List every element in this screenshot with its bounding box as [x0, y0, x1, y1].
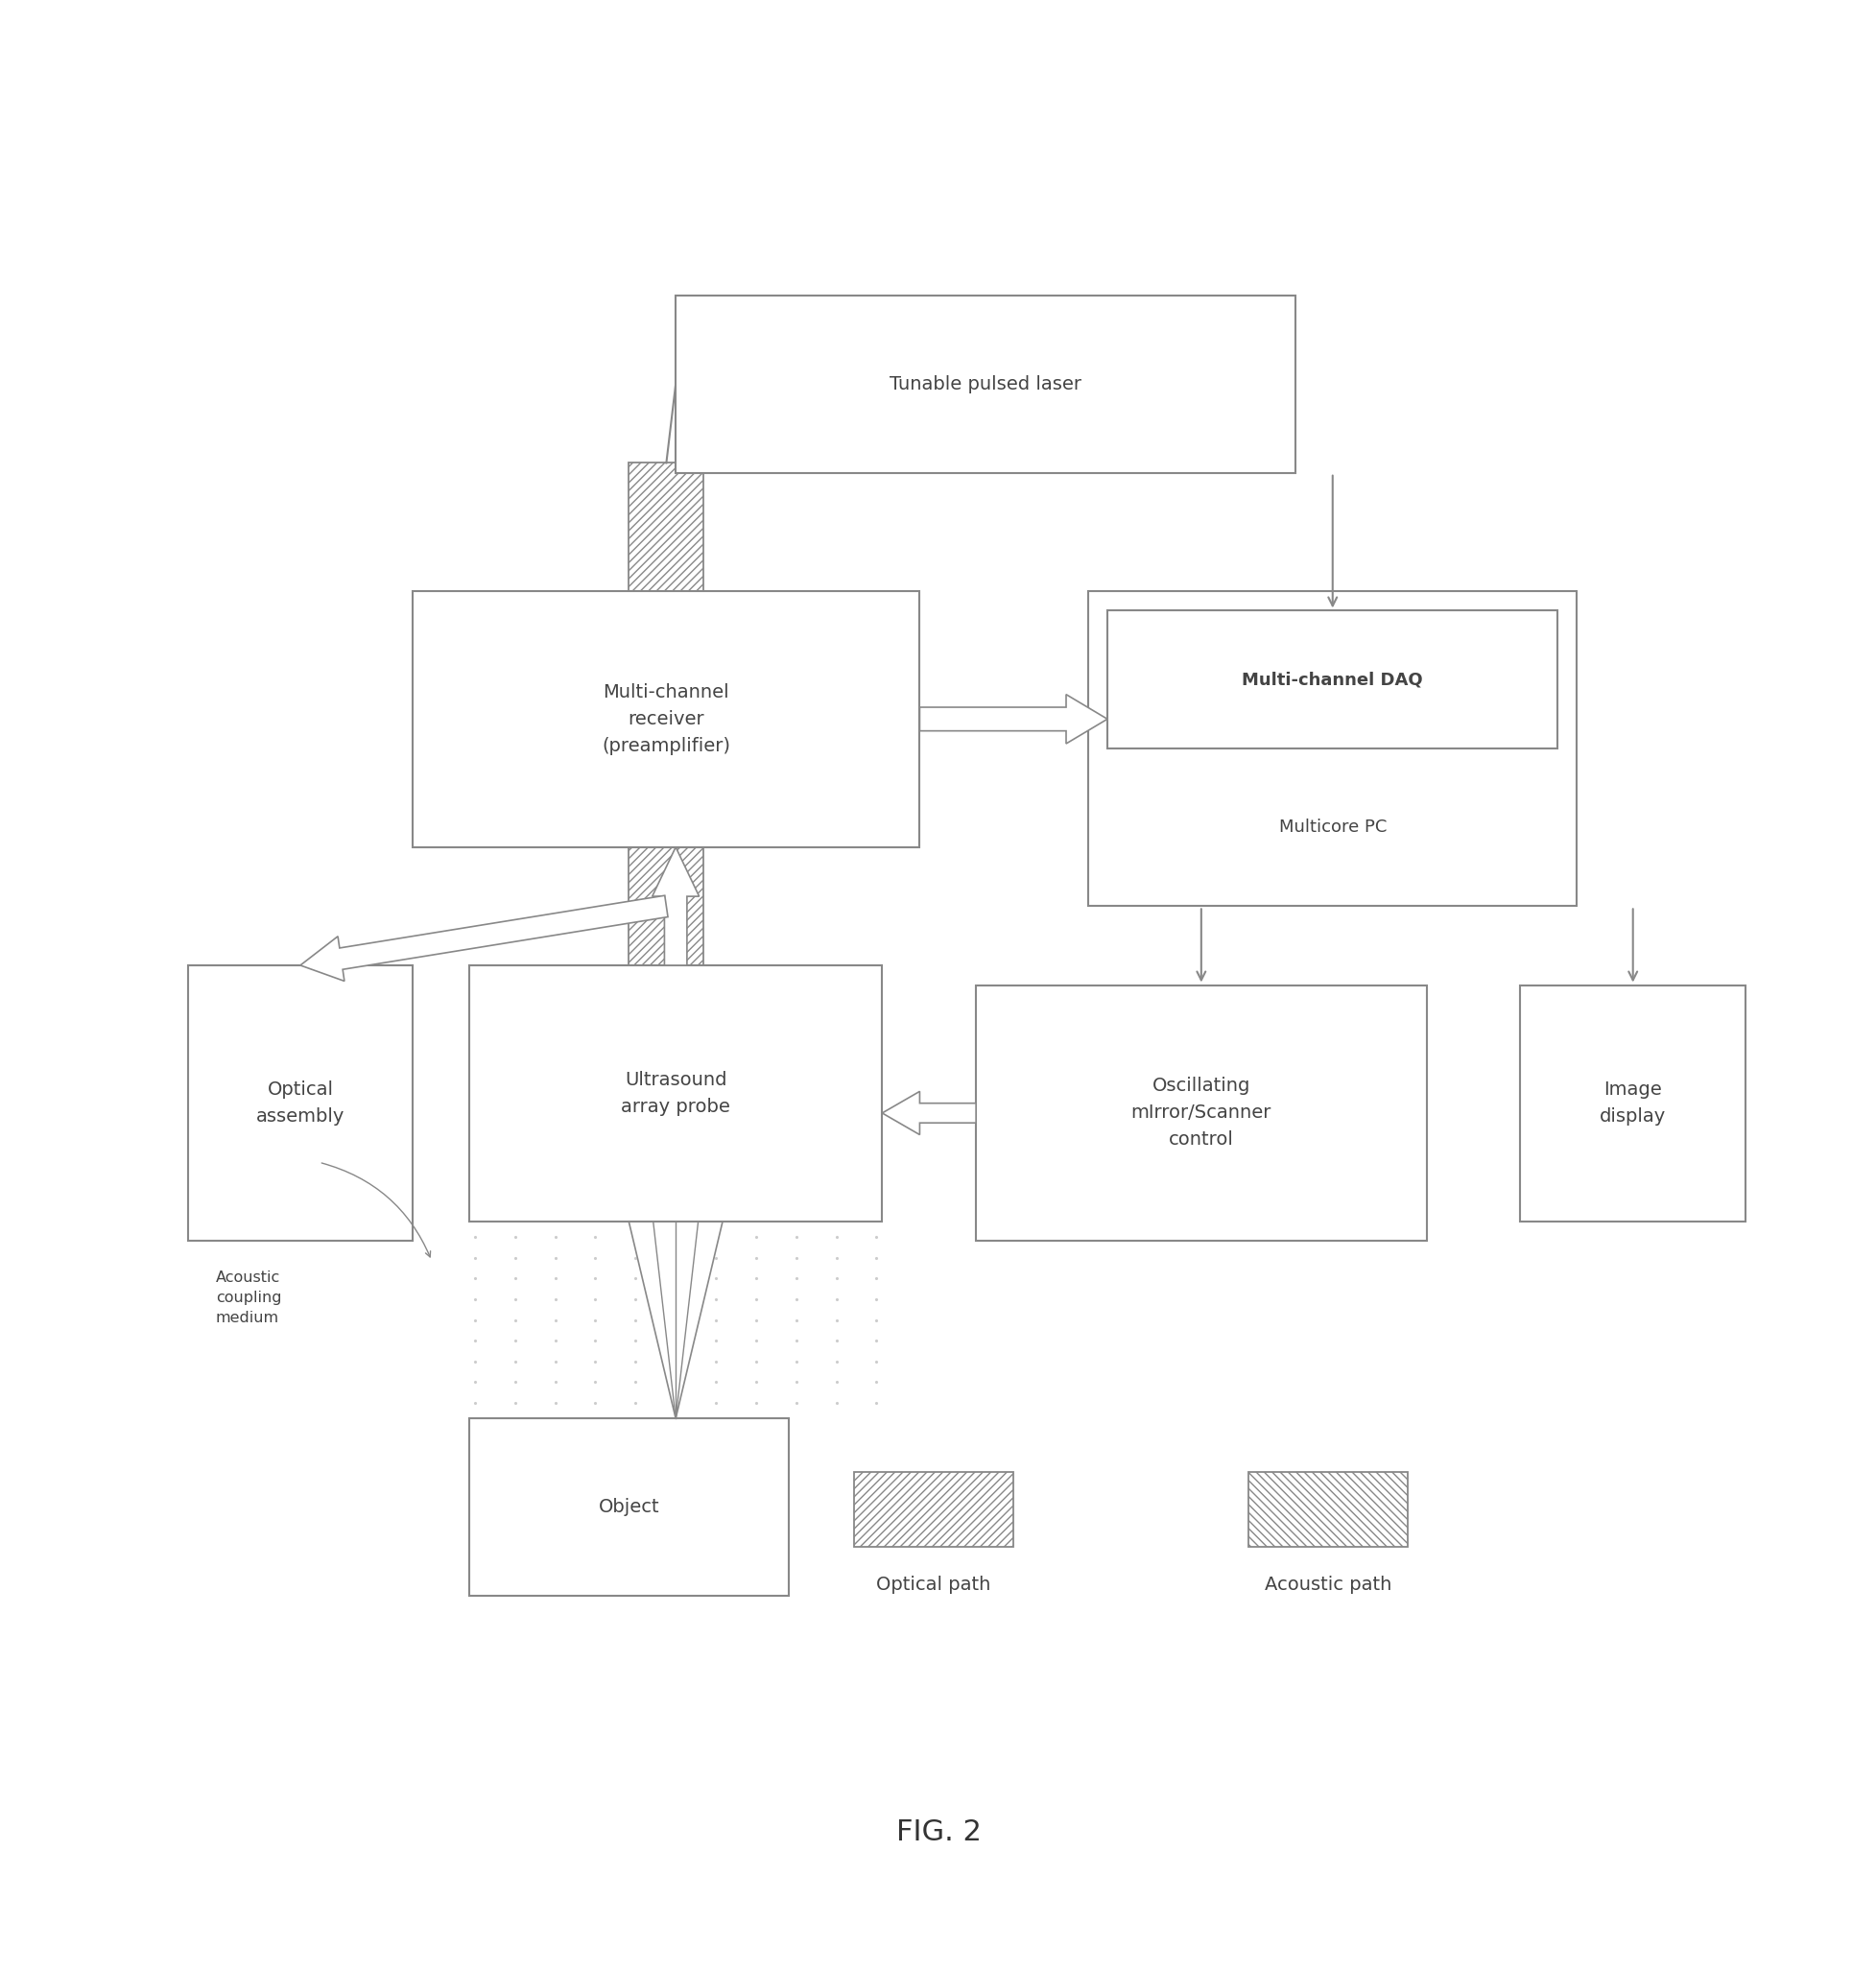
Bar: [1520, 985, 1745, 1221]
Polygon shape: [882, 1091, 976, 1135]
Text: Multi-channel DAQ: Multi-channel DAQ: [1242, 672, 1422, 688]
Text: Ultrasound
array probe: Ultrasound array probe: [621, 1072, 730, 1115]
Text: Acoustic
coupling
medium: Acoustic coupling medium: [216, 1271, 281, 1326]
Bar: [413, 591, 919, 847]
Bar: [469, 1418, 788, 1596]
Bar: [1107, 611, 1557, 749]
Bar: [1088, 591, 1576, 906]
Bar: [675, 296, 1294, 473]
Bar: [469, 965, 882, 1221]
Text: Tunable pulsed laser: Tunable pulsed laser: [889, 374, 1081, 394]
Text: FIG. 2: FIG. 2: [895, 1818, 981, 1846]
Text: Acoustic path: Acoustic path: [1264, 1576, 1390, 1594]
Text: Oscillating
mIrror/Scanner
control: Oscillating mIrror/Scanner control: [1131, 1078, 1270, 1149]
Bar: [628, 463, 704, 965]
Bar: [1248, 1472, 1407, 1546]
Polygon shape: [653, 847, 698, 965]
Text: Multi-channel
receiver
(preamplifier): Multi-channel receiver (preamplifier): [602, 684, 730, 755]
Bar: [976, 985, 1426, 1241]
Bar: [854, 1472, 1013, 1546]
Text: Optical
assembly: Optical assembly: [255, 1082, 345, 1125]
Bar: [188, 965, 413, 1241]
Text: Optical path: Optical path: [876, 1576, 991, 1594]
Text: Object: Object: [598, 1497, 658, 1517]
Text: Image
display: Image display: [1598, 1082, 1666, 1125]
Polygon shape: [628, 1221, 722, 1418]
Polygon shape: [919, 695, 1107, 745]
Text: Multicore PC: Multicore PC: [1278, 820, 1386, 835]
Polygon shape: [300, 896, 668, 981]
